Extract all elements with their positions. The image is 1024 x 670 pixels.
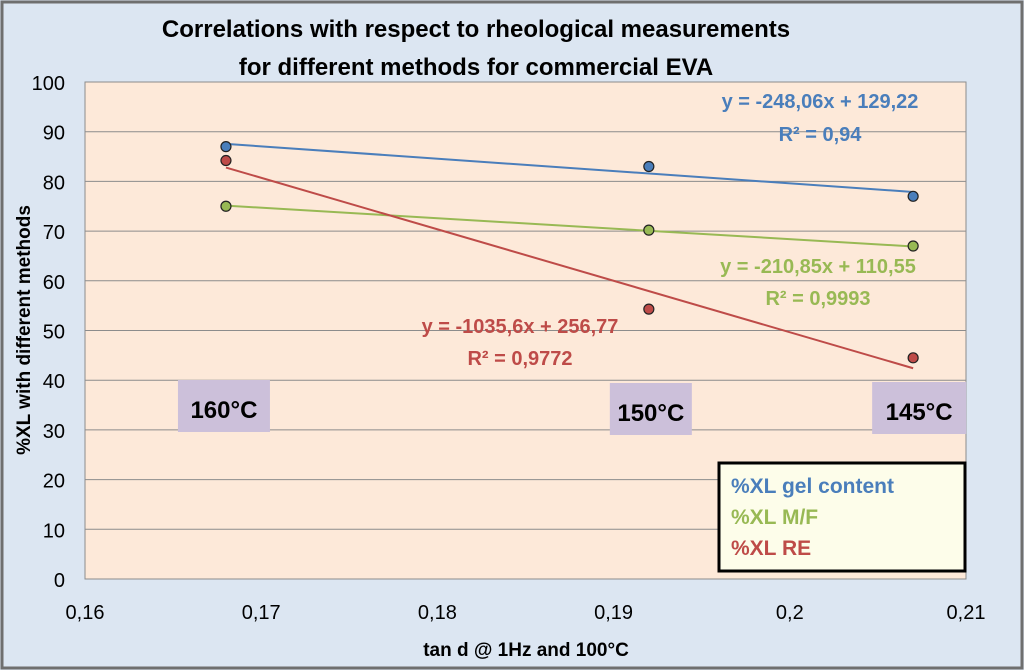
y-tick-label: 60	[43, 272, 65, 294]
y-tick-label: 0	[54, 570, 65, 592]
data-point	[643, 303, 655, 315]
y-tick-label: 30	[43, 421, 65, 443]
y-tick-label: 40	[43, 371, 65, 393]
grid-lines	[85, 131, 966, 530]
trendline	[225, 166, 914, 370]
x-axis-label: tan d @ 1Hz and 100°C	[423, 640, 629, 661]
x-tick-label: 0,17	[242, 602, 281, 624]
equation-mf: y = -210,85x + 110,55	[720, 256, 916, 278]
x-tick-label: 0,21	[947, 602, 986, 624]
x-tick-label: 0,18	[418, 602, 457, 624]
equation-gel-content: y = -248,06x + 129,22	[722, 91, 919, 113]
x-tick-labels: 0,16 0,17 0,18 0,19 0,2 0,21	[66, 602, 986, 624]
legend-item-mf: %XL M/F	[731, 506, 818, 529]
r2-mf: R² = 0,9993	[765, 288, 870, 310]
chart-title-line2: for different methods for commercial EVA	[239, 54, 713, 81]
y-tick-label: 80	[43, 172, 65, 194]
temperature-label-text: 160°C	[190, 397, 257, 424]
data-point	[643, 160, 655, 173]
data-points	[220, 141, 919, 364]
y-tick-label: 50	[43, 322, 65, 344]
y-tick-label: 20	[43, 471, 65, 493]
temperature-labels: 160°C 150°C 145°C	[177, 380, 967, 435]
r2-re: R² = 0,9772	[467, 348, 572, 370]
temperature-label-box	[177, 380, 270, 432]
data-point	[907, 190, 919, 202]
data-point	[907, 352, 919, 364]
data-point	[643, 224, 655, 236]
r2-gel-content: R² = 0,94	[779, 124, 863, 146]
trendline	[225, 142, 914, 193]
y-tick-label: 10	[43, 520, 65, 542]
legend-item-gel-content: %XL gel content	[731, 475, 894, 498]
temperature-label-text: 145°C	[886, 399, 953, 426]
temperature-label-box	[609, 383, 692, 435]
temperature-label: 145°C	[872, 382, 967, 434]
data-point	[907, 240, 919, 252]
y-axis-label: %XL with different methods	[14, 205, 35, 455]
y-tick-labels: 0 10 20 30 40 50 60 70 80 90 100	[32, 73, 65, 592]
temperature-label-box	[872, 382, 967, 434]
data-point	[220, 154, 232, 167]
temperature-label-text: 150°C	[617, 400, 684, 427]
data-point	[220, 200, 232, 212]
trendline	[225, 204, 914, 248]
trendlines	[225, 142, 914, 370]
legend: %XL gel content %XL M/F %XL RE	[717, 461, 967, 573]
x-tick-label: 0,19	[594, 602, 633, 624]
x-tick-label: 0,2	[776, 602, 804, 624]
data-point	[220, 141, 232, 153]
legend-item-re: %XL RE	[731, 537, 811, 560]
temperature-label: 160°C	[177, 380, 270, 432]
chart-title-line1: Correlations with respect to rheological…	[162, 16, 790, 43]
equation-re: y = -1035,6x + 256,77	[422, 316, 619, 338]
legend-box	[717, 461, 967, 573]
temperature-label: 150°C	[609, 383, 692, 435]
y-tick-label: 100	[32, 73, 65, 95]
x-tick-label: 0,16	[66, 602, 105, 624]
y-tick-label: 70	[43, 222, 65, 244]
y-tick-label: 90	[43, 123, 65, 145]
